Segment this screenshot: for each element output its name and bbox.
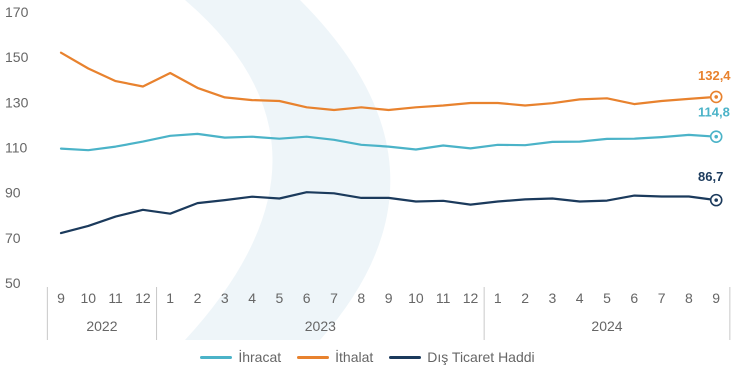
series-lines [59,51,723,235]
series-end-label: 86,7 [698,169,723,184]
watermark-shape [185,0,391,340]
x-tick-label: 10 [408,290,424,306]
x-tick-label: 3 [549,290,557,306]
x-tick-label: 1 [494,290,502,306]
end-labels: 114,8 132,4 86,7 [698,68,731,184]
legend-item-ithalat[interactable]: İthalat [297,349,373,365]
series-line[interactable] [59,51,718,112]
x-tick-label: 6 [630,290,638,306]
x-tick-label: 7 [658,290,666,306]
series-line[interactable] [59,132,718,152]
legend: İhracat İthalat Dış Ticaret Haddi [0,346,735,368]
x-tick-label: 6 [303,290,311,306]
background-watermark [185,0,391,340]
x-tick-label: 7 [330,290,338,306]
x-tick-label: 10 [81,290,97,306]
x-tick-label: 12 [463,290,479,306]
x-tick-label: 8 [685,290,693,306]
series-end-marker-dot [714,198,718,202]
y-tick-label: 110 [5,140,28,156]
legend-label-ihracat: İhracat [238,349,282,365]
x-tick-label: 3 [221,290,229,306]
x-tick-label: 8 [357,290,365,306]
x-tick-label: 2 [194,290,202,306]
legend-item-dis-ticaret-haddi[interactable]: Dış Ticaret Haddi [389,349,535,365]
series-end-marker-dot [714,134,718,139]
legend-swatch-ihracat [200,355,233,359]
year-label: 2022 [86,318,117,334]
y-tick-label: 90 [5,185,21,201]
y-tick-label: 170 [5,4,29,20]
legend-item-ihracat[interactable]: İhracat [200,349,281,365]
series-line[interactable] [59,191,718,235]
x-tick-label: 12 [135,290,151,306]
legend-swatch-dis-ticaret-haddi [389,355,422,359]
x-tick-label: 5 [603,290,611,306]
x-tick-label: 4 [248,290,256,306]
x-tick-label: 9 [712,290,720,306]
x-tick-label: 2 [521,290,529,306]
series-end-marker-dot [714,95,718,99]
x-tick-label: 4 [576,290,584,306]
year-label: 2024 [591,318,622,334]
x-tick-label: 9 [57,290,65,306]
x-tick-label: 11 [436,290,451,306]
y-tick-label: 50 [5,275,21,291]
y-axis: 50 70 90 110 130 150 170 [5,4,29,291]
y-tick-label: 150 [5,49,29,65]
year-label: 2023 [305,318,336,334]
series-end-label: 114,8 [698,105,730,120]
x-tick-label: 9 [385,290,393,306]
x-tick-label: 11 [108,290,123,306]
x-tick-label: 5 [276,290,284,306]
legend-label-dis-ticaret-haddi: Dış Ticaret Haddi [427,349,535,365]
y-tick-label: 130 [5,94,29,110]
x-tick-label: 1 [166,290,174,306]
legend-swatch-ithalat [297,355,330,359]
legend-label-ithalat: İthalat [335,349,374,365]
series-end-label: 132,4 [698,68,731,83]
y-tick-label: 70 [5,230,21,246]
